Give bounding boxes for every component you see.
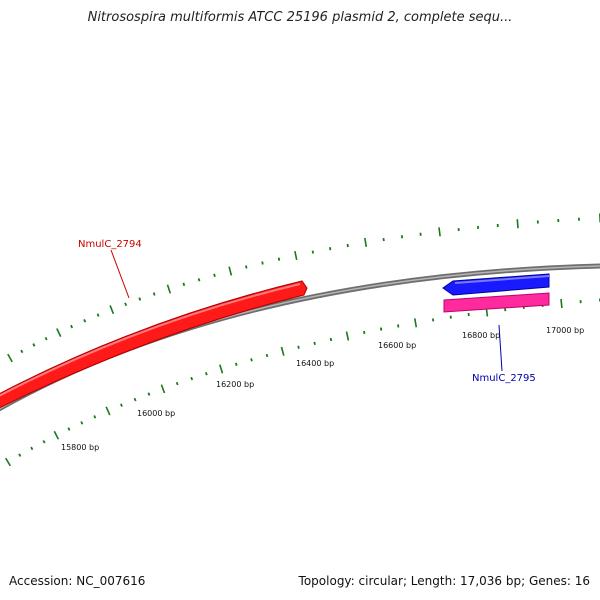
ruler-tick xyxy=(133,397,137,402)
ruler-tick xyxy=(438,227,441,237)
ruler-tick xyxy=(67,427,71,431)
ruler-label-17000: 17000 bp xyxy=(546,326,584,335)
ruler-label-16800: 16800 bp xyxy=(462,331,500,340)
ruler-tick xyxy=(205,372,208,376)
ruler-tick xyxy=(120,403,123,407)
ruler-tick xyxy=(44,336,48,341)
ruler-tick xyxy=(382,237,385,242)
ruler-tick xyxy=(219,364,224,374)
ruler-tick xyxy=(83,319,87,323)
ruler-tick xyxy=(213,273,216,278)
ruler-tick xyxy=(30,446,34,451)
accession-text: Accession: NC_007616 xyxy=(9,574,146,588)
topology-summary: Topology: circular; Length: 17,036 bp; G… xyxy=(298,574,590,588)
ruler-tick xyxy=(20,349,24,354)
ruler-tick xyxy=(313,341,316,346)
ruler-tick xyxy=(93,415,97,419)
ruler-label-15800: 15800 bp xyxy=(61,443,99,452)
ruler-tick xyxy=(329,247,332,251)
ruler-tick xyxy=(7,353,13,363)
ruler-tick xyxy=(190,376,194,381)
feature-pink[interactable] xyxy=(443,292,550,313)
ruler-tick xyxy=(18,453,22,457)
ruler-tick xyxy=(152,292,156,296)
gene-arrow-nmulc-2795[interactable] xyxy=(442,273,550,296)
ruler-tick xyxy=(109,305,115,315)
ruler-tick xyxy=(182,282,186,287)
ruler-tick xyxy=(245,265,248,269)
ruler-tick xyxy=(277,257,281,261)
ruler-tick xyxy=(105,406,111,416)
ruler-tick xyxy=(166,284,172,294)
ruler-tick xyxy=(414,318,418,328)
ruler-tick xyxy=(329,337,333,342)
ruler-tick xyxy=(431,318,435,322)
label-leader-nmulc-2794 xyxy=(110,249,130,299)
map-title: Nitrosospira multiformis ATCC 25196 plas… xyxy=(87,10,513,25)
ruler-tick xyxy=(42,440,46,444)
ruler-tick xyxy=(311,250,314,254)
ruler-label-16200: 16200 bp xyxy=(216,380,254,389)
ruler-tick xyxy=(560,298,563,308)
ruler-tick xyxy=(294,250,298,261)
ruler-tick xyxy=(379,327,383,331)
ruler-tick xyxy=(346,243,349,248)
ruler-tick xyxy=(297,345,300,349)
ruler-tick xyxy=(363,330,366,335)
ruler-tick xyxy=(32,343,36,347)
ruler-tick xyxy=(280,346,285,356)
ruler-tick xyxy=(147,392,151,396)
ruler-tick xyxy=(160,384,166,394)
ruler-tick xyxy=(234,362,238,366)
ruler-tick xyxy=(449,315,452,319)
ruler-tick xyxy=(197,278,201,282)
ruler-label-16000: 16000 bp xyxy=(137,409,175,418)
ruler-tick xyxy=(70,324,74,329)
ruler-tick xyxy=(261,261,264,265)
ruler-tick xyxy=(53,430,60,440)
ruler-tick xyxy=(80,421,84,425)
ruler-tick xyxy=(175,381,179,386)
ruler-tick xyxy=(397,324,400,328)
ruler-tick xyxy=(124,302,128,307)
ruler-label-16600: 16600 bp xyxy=(378,341,416,350)
ruler-tick xyxy=(138,297,142,301)
ruler-tick xyxy=(96,313,100,317)
ruler-tick xyxy=(56,328,62,337)
ruler-tick xyxy=(265,353,269,358)
gene-label-nmulc-2795[interactable]: NmulC_2795 xyxy=(472,373,536,384)
ruler-tick xyxy=(364,237,368,248)
label-leader-nmulc-2795 xyxy=(498,324,503,372)
ruler-label-16400: 16400 bp xyxy=(296,359,334,368)
gene-arrow-nmulc-2794[interactable] xyxy=(0,280,308,410)
ruler-tick xyxy=(228,266,233,276)
gene-label-nmulc-2794[interactable]: NmulC_2794 xyxy=(78,239,142,250)
ruler-tick xyxy=(250,358,253,362)
ruler-tick xyxy=(345,331,350,341)
ruler-tick xyxy=(5,457,11,467)
ruler-tick xyxy=(516,219,519,229)
